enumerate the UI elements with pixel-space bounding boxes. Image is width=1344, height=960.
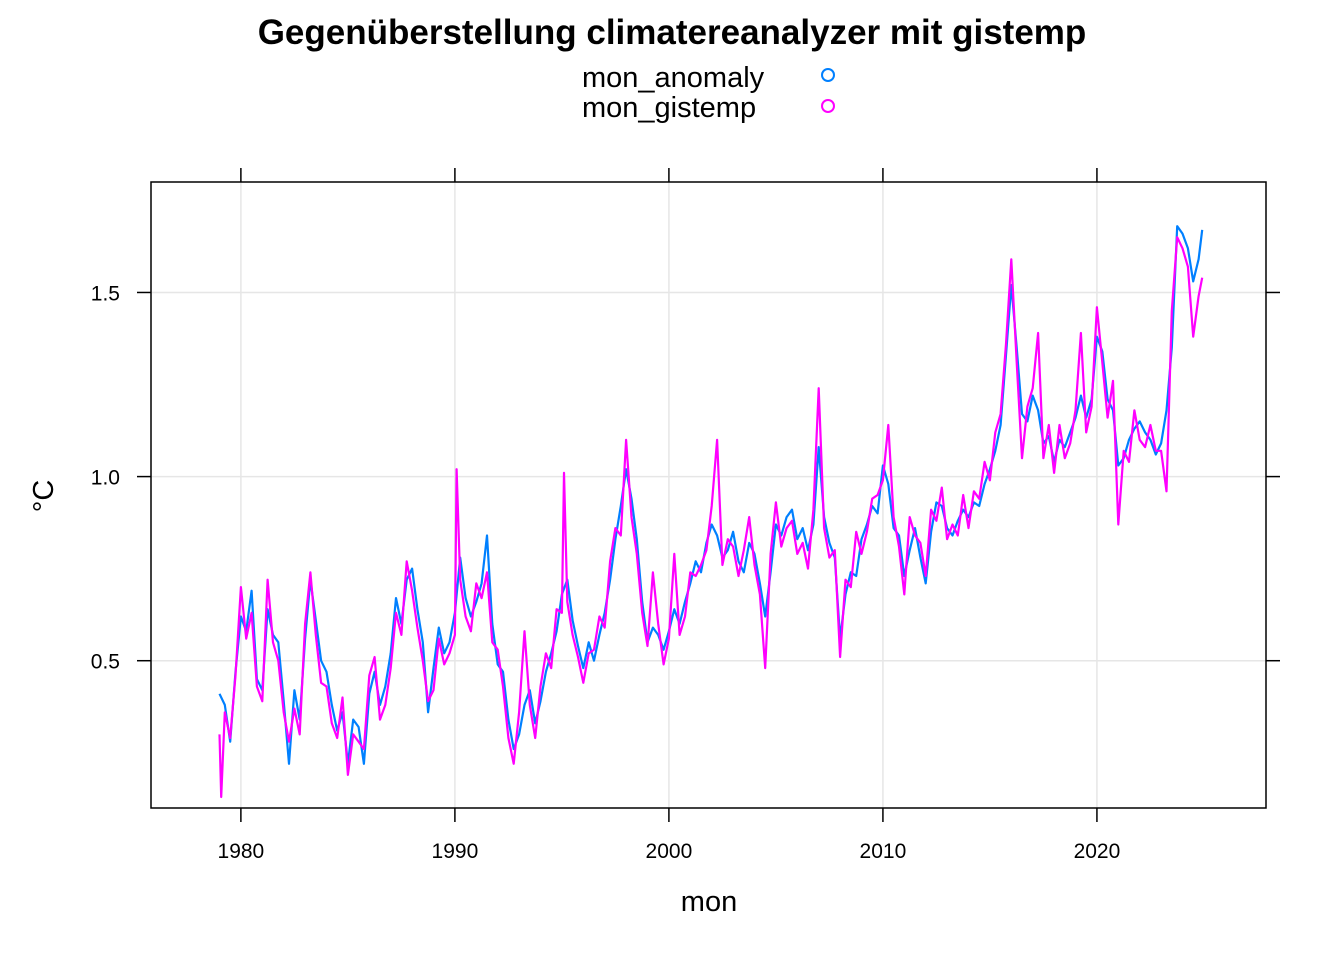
y-tick-label: 1.0 [91,467,120,490]
legend-label-mon-anomaly: mon_anomaly [582,62,765,94]
legend-marker-mon-gistemp [821,99,835,113]
axis-ticks [137,168,1280,822]
x-tick-label: 2020 [1074,840,1121,863]
series-line-mon-gistemp [218,236,1204,799]
x-tick-label: 2000 [646,840,693,863]
plot-frame [150,181,1267,809]
x-tick-label: 1980 [218,840,265,863]
x-tick-label: 1990 [432,840,479,863]
legend: mon_anomaly mon_gistemp [582,62,835,124]
chart-title: Gegenüberstellung climatereanalyzer mit … [258,13,1087,52]
x-axis-label: mon [681,886,737,918]
y-tick-label: 1.5 [91,282,120,305]
y-tick-label: 0.5 [91,651,120,674]
series-line-mon-anomaly [218,225,1204,765]
series-layer [218,225,1204,799]
legend-label-mon-gistemp: mon_gistemp [582,92,756,124]
x-tick-labels: 1980 1990 2000 2010 2020 [218,840,1121,863]
legend-marker-mon-anomaly [821,68,835,82]
y-tick-labels: 0.5 1.0 1.5 [91,282,120,673]
y-axis-label: °C [28,480,60,513]
x-tick-label: 2010 [860,840,907,863]
gridlines [151,182,1266,808]
